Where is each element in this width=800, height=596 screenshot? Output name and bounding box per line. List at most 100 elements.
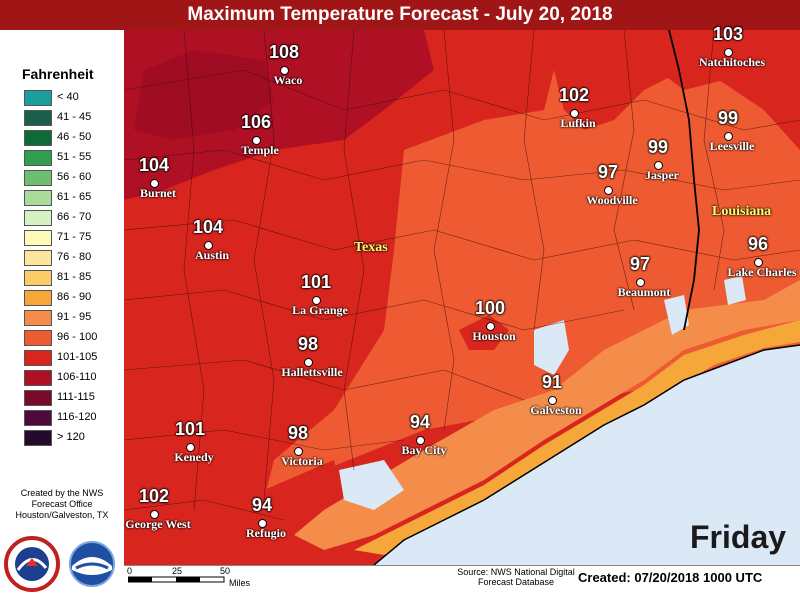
- nws-logo-icon: [4, 536, 60, 592]
- legend-swatch: [24, 430, 52, 446]
- city-temp: 106: [240, 112, 272, 132]
- legend-swatch: [24, 170, 52, 186]
- legend-label: 86 - 90: [57, 291, 92, 303]
- city-temp: 94: [251, 495, 273, 515]
- legend-title: Fahrenheit: [22, 66, 94, 82]
- scale-tick-0: 0: [127, 566, 133, 576]
- city-name: Burnet: [140, 186, 176, 200]
- legend-swatch: [24, 410, 52, 426]
- legend-swatch: [24, 330, 52, 346]
- city-temp: 97: [629, 254, 651, 274]
- city-name: Refugio: [246, 526, 286, 540]
- legend-item: 71 - 75: [24, 230, 124, 247]
- city-temp: 99: [717, 108, 739, 128]
- legend-item: 66 - 70: [24, 210, 124, 227]
- bottom-bar: [124, 565, 800, 596]
- city-temp: 108: [268, 42, 300, 62]
- city-dot: [654, 161, 663, 170]
- city-temp: 101: [174, 419, 206, 439]
- city-dot: [252, 136, 261, 145]
- legend-item: 51 - 55: [24, 150, 124, 167]
- legend-panel: Fahrenheit < 40 41 - 45 46 - 50 51 - 55 56 -…: [0, 30, 125, 565]
- legend-label: 46 - 50: [57, 131, 92, 143]
- city-dot: [416, 436, 425, 445]
- day-label: Friday: [690, 519, 787, 555]
- legend-swatch: [24, 90, 52, 106]
- city-name: Jasper: [645, 168, 679, 182]
- city-temp: 101: [300, 272, 332, 292]
- legend-item: 96 - 100: [24, 330, 124, 347]
- noaa-logo-icon: [69, 541, 115, 587]
- scale-bar: [128, 576, 225, 583]
- city-name: Houston: [472, 329, 516, 343]
- city-name: Bay City: [401, 443, 447, 457]
- city-temp: 102: [138, 486, 170, 506]
- city-name: Temple: [241, 143, 279, 157]
- city-temp: 98: [287, 423, 309, 443]
- legend-swatch: [24, 370, 52, 386]
- map-title: Maximum Temperature Forecast - July 20, …: [0, 0, 800, 30]
- legend-label: 96 - 100: [57, 331, 98, 343]
- legend-item: < 40: [24, 90, 124, 107]
- legend-item: 76 - 80: [24, 250, 124, 267]
- city-dot: [548, 396, 557, 405]
- city-temp: 98: [297, 334, 319, 354]
- city-temp: 104: [192, 217, 224, 237]
- legend-item: 116-120: [24, 410, 124, 427]
- source-text: Source: NWS National Digital Forecast Da…: [457, 567, 575, 587]
- city-name: Hallettsville: [281, 365, 343, 379]
- legend-label: 41 - 45: [57, 111, 92, 123]
- scale-tick-25: 25: [172, 566, 183, 576]
- legend-label: < 40: [57, 91, 79, 103]
- legend-swatch: [24, 130, 52, 146]
- legend-item: 86 - 90: [24, 290, 124, 307]
- legend-item: 106-110: [24, 370, 124, 387]
- legend-label: 71 - 75: [57, 231, 92, 243]
- city-name: Waco: [273, 73, 303, 87]
- city-dot: [486, 322, 495, 331]
- city-temp: 97: [597, 162, 619, 182]
- city-dot: [204, 241, 213, 250]
- city-temp: 94: [409, 412, 431, 432]
- louisiana-state-label: Louisiana: [712, 204, 772, 219]
- city-temp: 104: [138, 155, 170, 175]
- city-temp: 96: [747, 234, 769, 254]
- legend-label: 76 - 80: [57, 251, 92, 263]
- scale-unit: Miles: [229, 578, 251, 588]
- legend-label: > 120: [57, 431, 85, 443]
- city-name: George West: [125, 517, 191, 531]
- legend-swatch: [24, 250, 52, 266]
- legend-label: 116-120: [57, 411, 97, 423]
- legend-item: 91 - 95: [24, 310, 124, 327]
- legend-swatch: [24, 150, 52, 166]
- city-dot: [570, 109, 579, 118]
- legend-swatch: [24, 390, 52, 406]
- city-dot: [724, 132, 733, 141]
- city-dot: [258, 519, 267, 528]
- city-dot: [724, 48, 733, 57]
- city-name: Victoria: [281, 454, 323, 468]
- city-name: Galveston: [530, 403, 582, 417]
- city-dot: [312, 296, 321, 305]
- legend-item: 46 - 50: [24, 130, 124, 147]
- legend-item: 41 - 45: [24, 110, 124, 127]
- city-name: La Grange: [292, 303, 348, 317]
- texas-state-label: Texas: [354, 240, 388, 255]
- legend-swatch: [24, 110, 52, 126]
- legend-label: 56 - 60: [57, 171, 92, 183]
- city-dot: [604, 186, 613, 195]
- legend-swatch: [24, 310, 52, 326]
- city-name: Leesville: [709, 139, 755, 153]
- credit-text: Created by the NWS Forecast Office Houst…: [15, 488, 109, 520]
- legend-swatch: [24, 290, 52, 306]
- legend-label: 106-110: [57, 371, 97, 383]
- legend-item: 81 - 85: [24, 270, 124, 287]
- city-temp: 99: [647, 137, 669, 157]
- city-dot: [280, 66, 289, 75]
- legend-swatch: [24, 190, 52, 206]
- legend-label: 111-115: [57, 391, 95, 403]
- legend-label: 51 - 55: [57, 151, 92, 163]
- created-timestamp: Created: 07/20/2018 1000 UTC: [578, 570, 763, 585]
- city-temp: 103: [712, 24, 744, 44]
- legend-label: 91 - 95: [57, 311, 92, 323]
